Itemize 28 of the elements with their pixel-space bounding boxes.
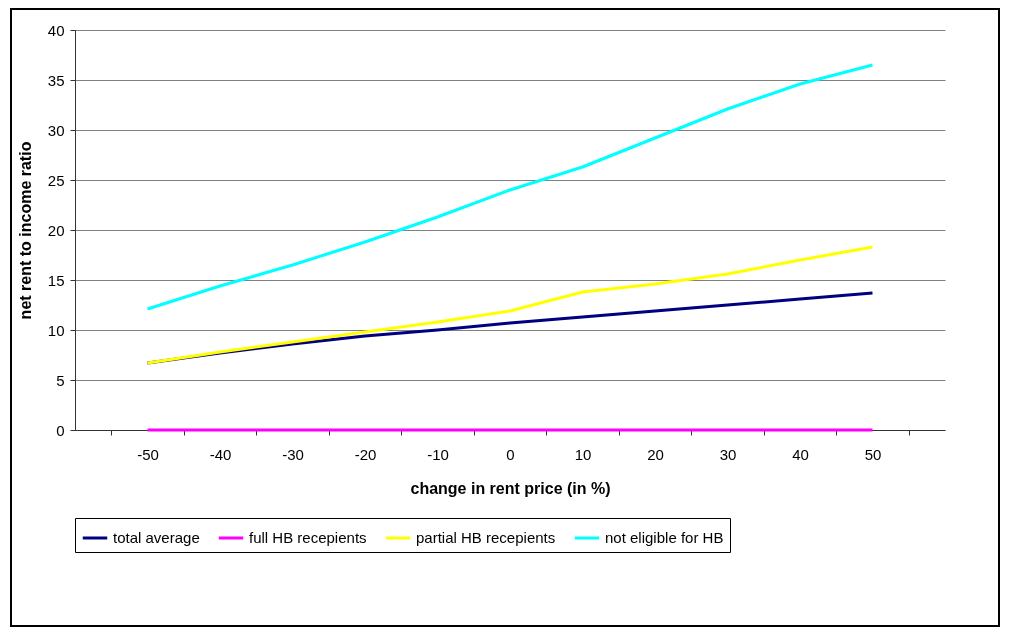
legend-label: partial HB recepients bbox=[416, 529, 556, 546]
x-tick-label: -10 bbox=[427, 445, 449, 463]
y-tick-label: 15 bbox=[47, 271, 65, 289]
x-axis-title: change in rent price (in %) bbox=[410, 479, 611, 497]
y-tick-label: 5 bbox=[56, 371, 65, 389]
x-tick-label: 30 bbox=[719, 445, 737, 463]
y-tick-label: 25 bbox=[47, 171, 65, 189]
x-tick-label: 40 bbox=[792, 445, 809, 463]
y-tick-label: 30 bbox=[47, 121, 65, 139]
y-axis-title: net rent to income ratio bbox=[16, 141, 34, 320]
line-series bbox=[146, 63, 874, 311]
y-tick-label: 40 bbox=[47, 21, 65, 39]
y-tick-label: 20 bbox=[47, 221, 65, 239]
line-series bbox=[146, 245, 874, 365]
x-tick-label: -50 bbox=[137, 445, 159, 463]
legend-label: full HB recepients bbox=[249, 529, 367, 546]
y-tick-label: 0 bbox=[56, 421, 65, 439]
legend-label: not eligible for HB bbox=[605, 529, 724, 546]
x-tick-label: -40 bbox=[209, 445, 232, 463]
y-tick-label: 10 bbox=[47, 321, 65, 339]
x-tick-label: -30 bbox=[282, 445, 304, 463]
x-tick-label: -20 bbox=[354, 445, 377, 463]
x-tick-label: 50 bbox=[864, 445, 882, 463]
x-tick-label: 0 bbox=[506, 445, 515, 463]
x-tick-label: 20 bbox=[647, 445, 664, 463]
y-tick-label: 35 bbox=[47, 71, 65, 89]
legend-label: total average bbox=[113, 529, 200, 546]
x-tick-label: 10 bbox=[574, 445, 592, 463]
